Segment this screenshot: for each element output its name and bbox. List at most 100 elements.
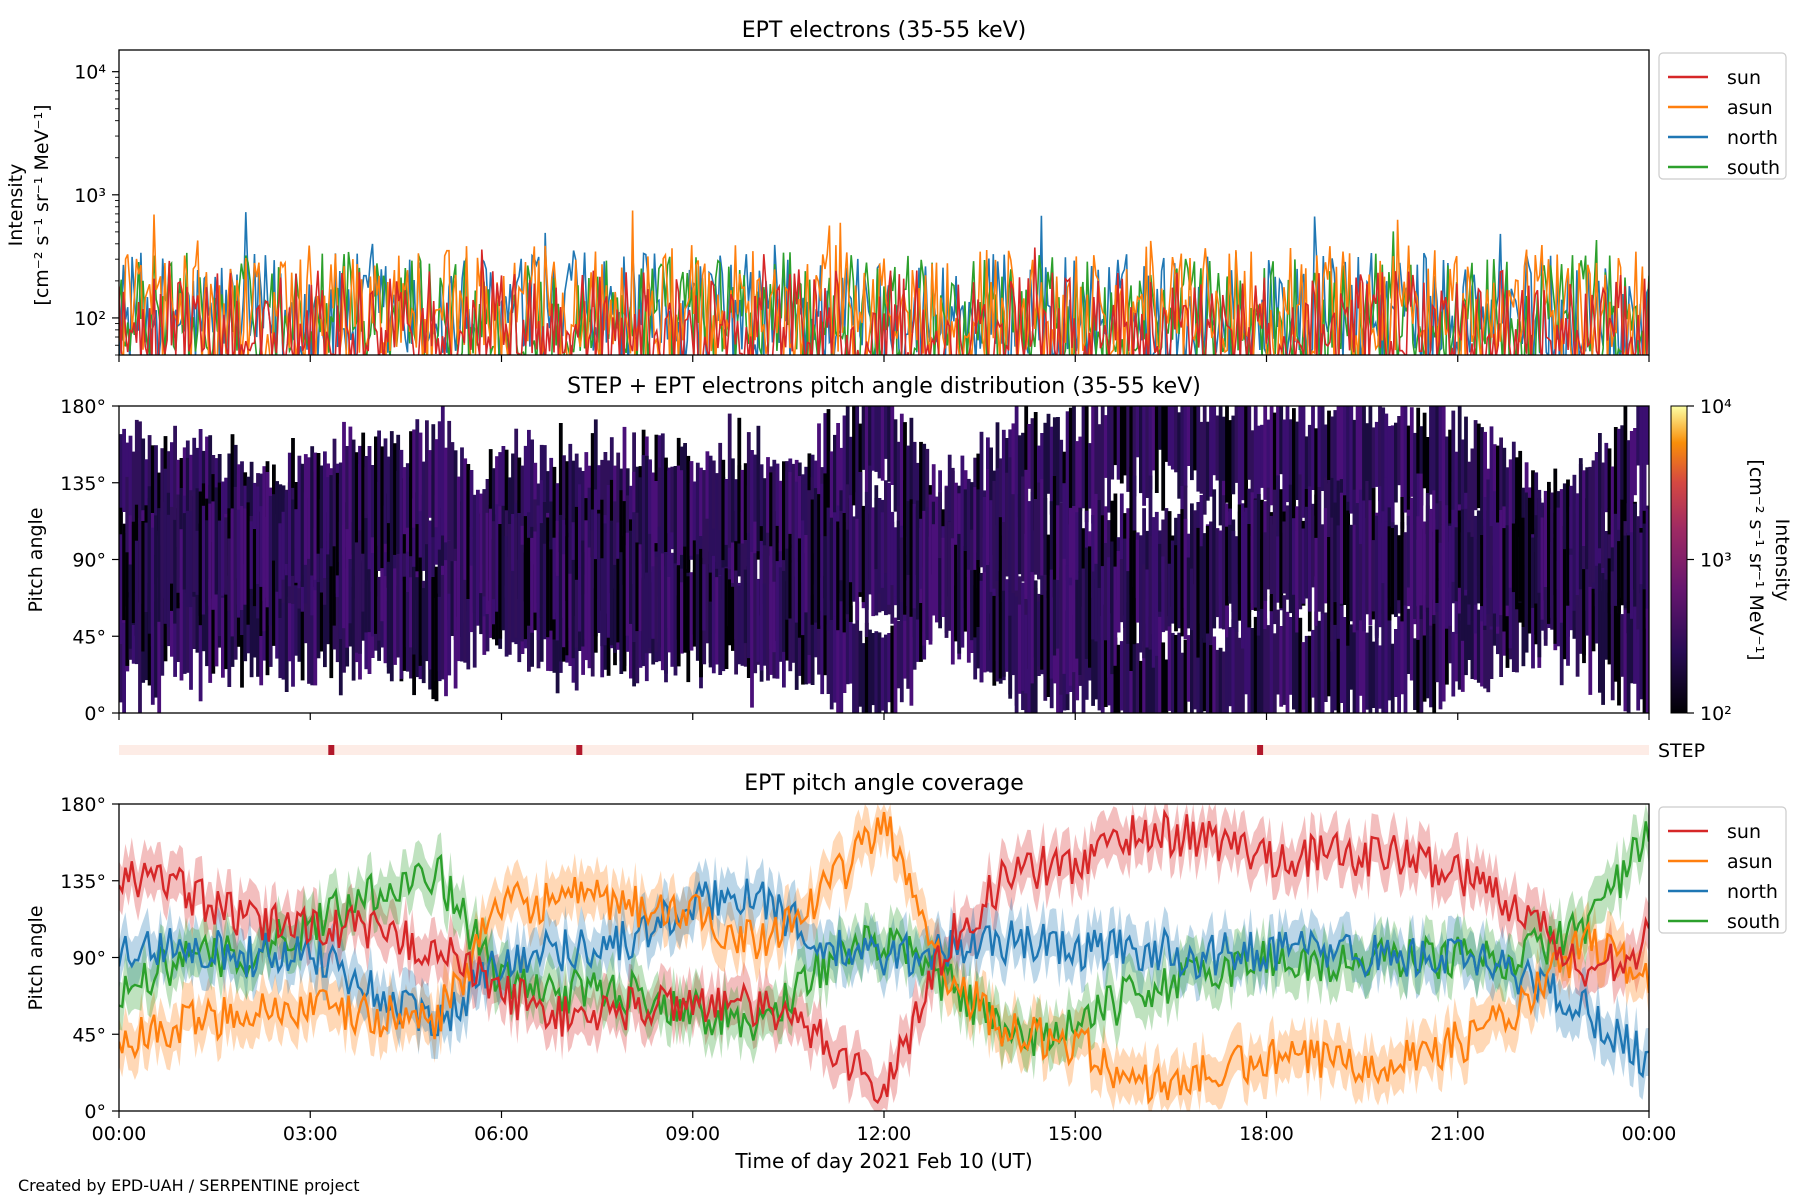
heatmap-cell	[651, 566, 656, 639]
heatmap-cell	[1186, 406, 1191, 466]
heatmap-cell	[970, 570, 974, 641]
heatmap-cell	[262, 536, 267, 602]
heatmap-cell	[603, 523, 608, 646]
heatmap-cell	[300, 581, 305, 681]
heatmap-cell	[979, 499, 984, 568]
heatmap-cell	[1190, 406, 1194, 481]
heatmap-cell	[1142, 508, 1146, 615]
heatmap-cell	[1113, 637, 1118, 713]
heatmap-cell	[243, 549, 248, 662]
heatmap-cell	[1339, 596, 1344, 703]
heatmap-cell	[1126, 508, 1131, 603]
heatmap-cell	[555, 575, 560, 641]
heatmap-cell	[680, 582, 684, 654]
heatmap-cell	[1030, 572, 1035, 684]
heatmap-cell	[1001, 429, 1006, 536]
heatmap-cell	[1480, 427, 1484, 558]
heatmap-cell	[300, 463, 305, 587]
heatmap-cell	[1489, 526, 1494, 627]
heatmap-cell	[1049, 569, 1054, 679]
heatmap-cell	[1263, 618, 1268, 713]
heatmap-cell	[421, 461, 426, 526]
heatmap-cell	[842, 415, 847, 538]
heatmap-cell	[1097, 500, 1102, 636]
heatmap-cell	[1355, 604, 1360, 713]
heatmap-cell	[1368, 625, 1373, 713]
heatmap-cell	[1457, 601, 1462, 690]
heatmap-cell	[727, 413, 732, 548]
heatmap-cell	[1170, 406, 1175, 470]
heatmap-cell	[1263, 532, 1268, 601]
heatmap-cell	[880, 512, 885, 588]
heatmap-cell	[1164, 406, 1169, 462]
heatmap-cell	[1062, 558, 1067, 674]
heatmap-cell	[1343, 617, 1347, 713]
heatmap-cell	[157, 577, 162, 713]
panel2-heatmap	[119, 406, 1649, 713]
heatmap-cell	[858, 472, 863, 593]
heatmap-cell	[919, 556, 923, 662]
heatmap-cell	[871, 406, 876, 471]
heatmap-cell	[1135, 539, 1140, 623]
heatmap-cell	[909, 417, 914, 541]
heatmap-cell	[1103, 604, 1108, 707]
heatmap-cell	[205, 436, 209, 535]
heatmap-cell	[1256, 627, 1261, 713]
heatmap-cell	[686, 576, 691, 683]
heatmap-cell	[185, 510, 190, 607]
heatmap-cell	[1476, 609, 1481, 683]
heatmap-cell	[1145, 569, 1150, 648]
heatmap-cell	[641, 551, 646, 667]
panel3-ylabel: Pitch angle	[25, 905, 47, 1010]
coverage-band-sun	[119, 804, 1649, 1111]
heatmap-cell	[1100, 566, 1105, 638]
heatmap-cell	[1081, 528, 1086, 607]
heatmap-cell	[769, 546, 773, 649]
heatmap-cell	[877, 406, 882, 479]
heatmap-cell	[915, 586, 920, 662]
heatmap-cell	[1330, 517, 1335, 652]
heatmap-cell	[128, 564, 133, 649]
heatmap-cell	[644, 455, 649, 579]
heatmap-cell	[986, 565, 990, 672]
heatmap-cell	[590, 433, 595, 558]
heatmap-cell	[1636, 629, 1641, 711]
heatmap-cell	[766, 457, 770, 533]
heatmap-cell	[1460, 616, 1465, 692]
heatmap-cell	[746, 485, 751, 583]
heatmap-cell	[144, 564, 149, 681]
heatmap-cell	[756, 425, 761, 552]
x-tick-label: 15:00	[1048, 1123, 1103, 1145]
heatmap-cell	[919, 518, 923, 589]
heatmap-cell	[125, 476, 130, 611]
heatmap-cell	[1116, 551, 1121, 633]
heatmap-cell	[1288, 617, 1293, 695]
heatmap-cell	[1448, 525, 1452, 626]
heatmap-cell	[1011, 494, 1016, 617]
heatmap-cell	[1365, 632, 1370, 710]
heatmap-cell	[1346, 406, 1350, 514]
heatmap-cell	[466, 464, 471, 599]
heatmap-cell	[931, 524, 936, 616]
heatmap-cell	[1005, 579, 1009, 672]
heatmap-cell	[278, 523, 283, 599]
heatmap-cell	[1148, 406, 1153, 490]
heatmap-cell	[517, 513, 522, 639]
heatmap-cell	[1196, 604, 1201, 713]
heatmap-cell	[903, 590, 907, 679]
heatmap-cell	[185, 570, 190, 673]
heatmap-cell	[1177, 412, 1182, 499]
heatmap-cell	[1585, 467, 1590, 570]
heatmap-cell	[896, 441, 901, 510]
heatmap-cell	[1384, 521, 1389, 619]
heatmap-cell	[676, 465, 681, 596]
heatmap-cell	[1017, 604, 1022, 694]
heatmap-cell	[1454, 451, 1459, 533]
heatmap-cell	[1598, 433, 1602, 549]
heatmap-cell	[122, 428, 126, 512]
heatmap-cell	[890, 625, 895, 713]
heatmap-cell	[692, 484, 697, 556]
heatmap-cell	[1244, 627, 1248, 695]
heatmap-cell	[938, 558, 942, 629]
heatmap-cell	[1123, 406, 1127, 476]
